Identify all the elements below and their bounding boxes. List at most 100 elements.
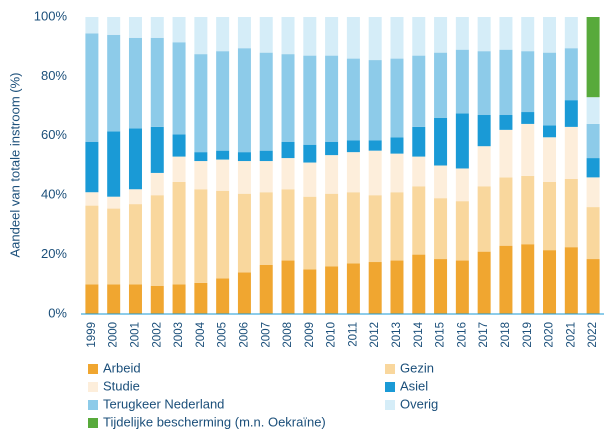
bar-segment <box>107 196 121 209</box>
bar-segment <box>216 150 230 160</box>
bar-segment <box>281 141 295 159</box>
bar-segment <box>107 208 121 285</box>
bar-segment <box>543 17 557 53</box>
bar-segment <box>412 186 426 255</box>
bar-segment <box>303 55 317 145</box>
bar-segment <box>455 49 469 114</box>
bar-segment <box>237 272 251 314</box>
bar-segment <box>85 33 99 142</box>
bar-segment <box>564 48 578 101</box>
bar-segment <box>455 113 469 169</box>
bar-segment <box>543 181 557 251</box>
x-tick-label: 2021 <box>565 322 577 348</box>
legend-label: Tijdelijke bescherming (m.n. Oekraïne) <box>103 414 326 429</box>
bar-segment <box>434 198 448 260</box>
x-tick-label: 2020 <box>544 322 556 348</box>
bar-segment <box>150 195 164 286</box>
legend-swatch <box>88 364 98 374</box>
bar-segment <box>259 192 273 265</box>
bar-segment <box>303 17 317 56</box>
bar-segment <box>368 262 382 314</box>
x-tick-label: 2005 <box>217 322 229 348</box>
bar-segment <box>368 60 382 141</box>
bar-segment <box>237 193 251 273</box>
bar-segment <box>543 125 557 138</box>
x-tick-label: 2009 <box>304 322 316 348</box>
y-tick-label: 100% <box>34 8 68 23</box>
bar-segment <box>325 17 339 56</box>
bar-segment <box>499 245 513 314</box>
bar-segment <box>368 195 382 263</box>
bar-segment <box>150 17 164 38</box>
bar-segment <box>85 205 99 285</box>
bar-segment <box>303 144 317 163</box>
bar-segment <box>107 34 121 132</box>
bar-segment <box>107 131 121 197</box>
bar-segment <box>194 17 208 55</box>
bar-segment <box>412 17 426 56</box>
bar-segment <box>194 152 208 162</box>
bar-segment <box>85 17 99 34</box>
bar-segment <box>346 192 360 264</box>
bar-segment <box>325 141 339 156</box>
bar-segment <box>499 129 513 178</box>
bar-segment <box>477 51 491 116</box>
bar-segment <box>586 177 600 208</box>
bar-segment <box>499 49 513 116</box>
x-tick-label: 2008 <box>282 322 294 348</box>
bar-segment <box>521 175 535 245</box>
y-tick-label: 20% <box>41 246 67 261</box>
bar-segment <box>85 141 99 193</box>
bar-segment <box>194 161 208 190</box>
bar-segment <box>368 150 382 196</box>
bar-segment <box>128 284 142 314</box>
x-tick-label: 2010 <box>326 322 338 348</box>
x-tick-label: 2017 <box>478 322 490 348</box>
bar-segment <box>521 244 535 314</box>
bar-segment <box>128 37 142 129</box>
bar-segment <box>390 153 404 193</box>
y-tick-label: 0% <box>48 305 67 320</box>
bar-segment <box>521 123 535 176</box>
y-tick-label: 60% <box>41 127 67 142</box>
legend-swatch <box>88 382 98 392</box>
x-tick-label: 2000 <box>108 322 120 348</box>
bar-segment <box>128 204 142 285</box>
x-tick-label: 2018 <box>500 322 512 348</box>
bar-segment <box>455 260 469 314</box>
bar-segment <box>412 254 426 314</box>
bar-segment <box>346 58 360 141</box>
bar-segment <box>564 247 578 314</box>
bar-segment <box>172 284 186 314</box>
legend-swatch <box>385 400 395 410</box>
bar-segment <box>237 17 251 49</box>
bar-segment <box>390 260 404 314</box>
bar-segment <box>128 17 142 38</box>
bar-segment <box>172 156 186 182</box>
legend-swatch <box>88 400 98 410</box>
bar-segment <box>194 189 208 283</box>
x-tick-label: 2016 <box>456 322 468 348</box>
bar-segment <box>85 192 99 206</box>
bar-segment <box>259 52 273 151</box>
x-tick-label: 2001 <box>130 322 142 348</box>
x-tick-label: 2019 <box>522 322 534 348</box>
bar-segment <box>477 17 491 52</box>
bar-segment <box>259 161 273 193</box>
bar-segment <box>564 126 578 179</box>
bar-segment <box>303 269 317 314</box>
bar-segment <box>303 162 317 197</box>
bar-segment <box>150 37 164 127</box>
bar-segment <box>346 140 360 153</box>
legend-swatch <box>385 382 395 392</box>
bar-segment <box>477 146 491 187</box>
bar-segment <box>259 150 273 162</box>
bar-segment <box>521 17 535 52</box>
bar-segment <box>85 284 99 314</box>
bar-segment <box>499 17 513 50</box>
bar-segment <box>586 207 600 260</box>
x-tick-label: 2003 <box>173 322 185 348</box>
bar-segment <box>499 177 513 246</box>
bar-segment <box>390 17 404 59</box>
x-tick-label: 2022 <box>587 322 599 348</box>
